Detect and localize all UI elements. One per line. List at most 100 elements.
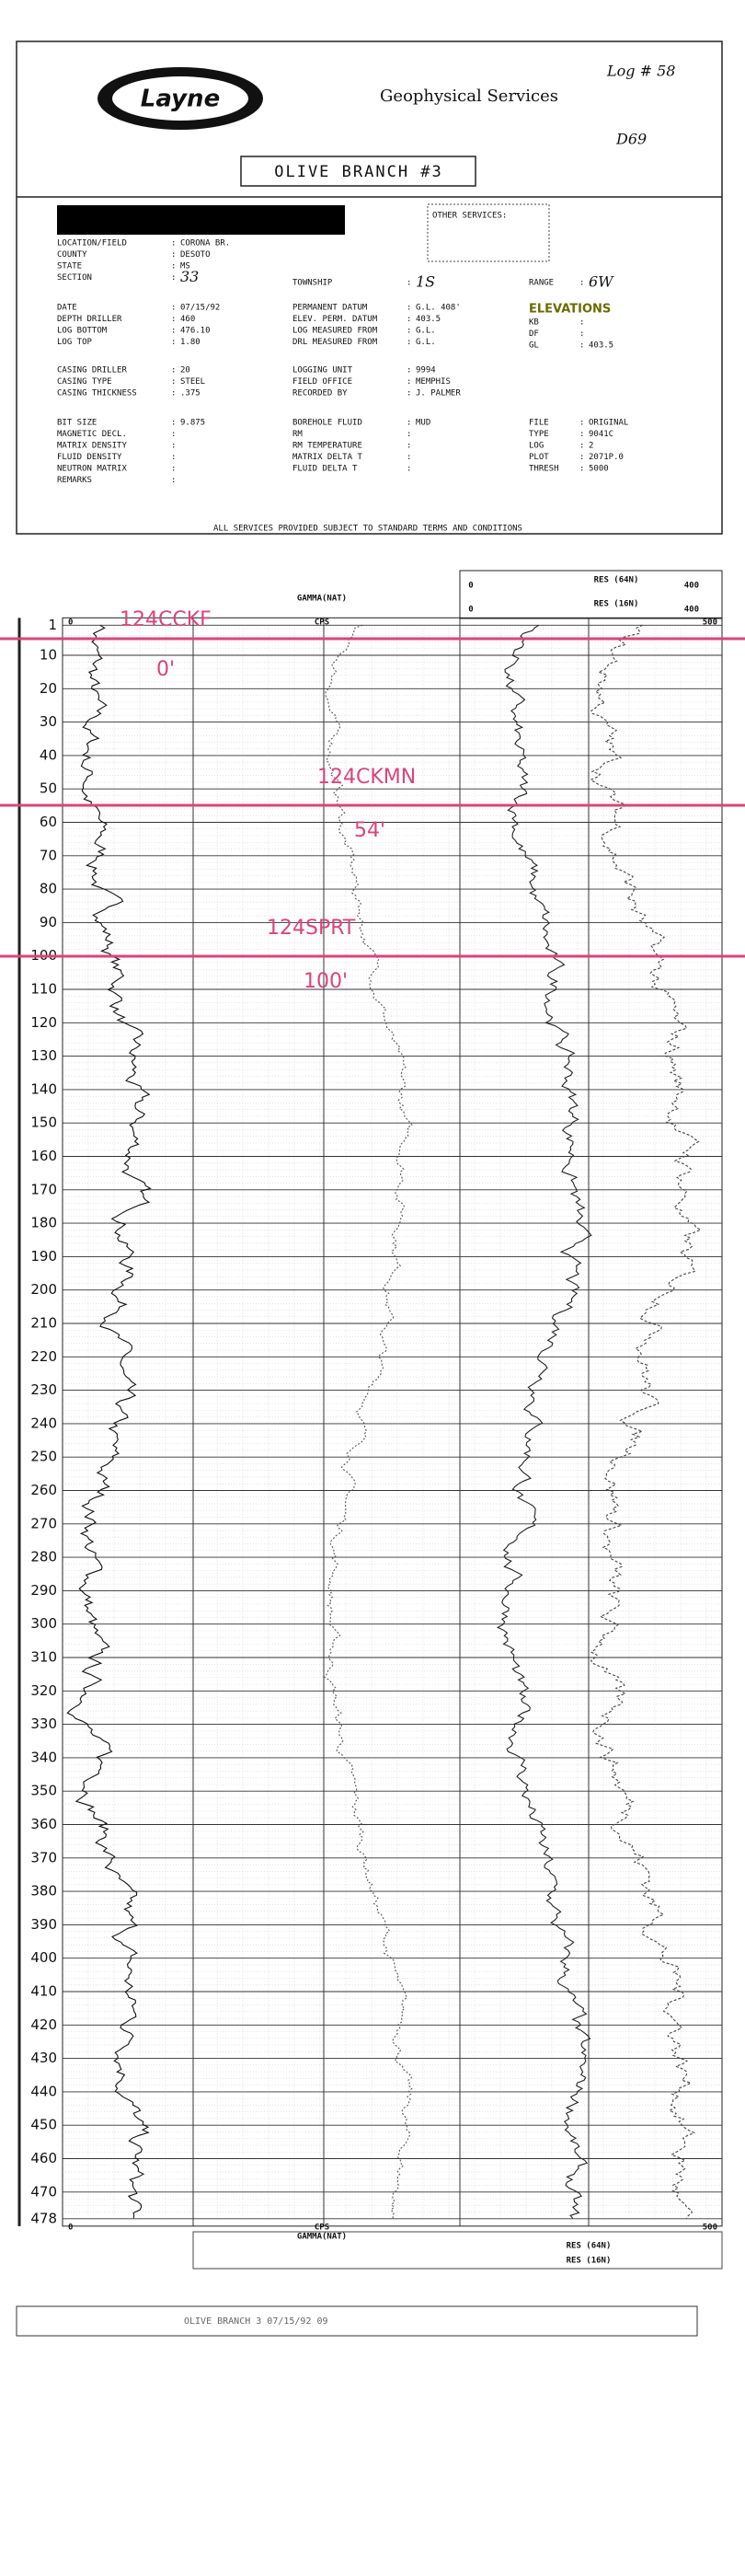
formation-depth: 100' [304, 970, 348, 993]
field-colon: : [407, 304, 411, 313]
depth-label: 340 [30, 1749, 57, 1765]
scale-label: RES (16N) [594, 600, 639, 609]
fields: LOCATION/FIELD: CORONA BR. COUNTY: DESOTO ST… [57, 239, 628, 486]
company: Geophysical Services [380, 87, 558, 106]
depth-label: 150 [30, 1115, 57, 1131]
depth-label: 470 [30, 2183, 57, 2200]
field-colon: : [407, 453, 411, 462]
file-code: D69 [615, 131, 647, 148]
field-value: .375 [180, 389, 201, 399]
field-colon: : [171, 304, 176, 313]
scale-label: 500 [703, 618, 717, 628]
field-value: 403.5 [416, 315, 441, 324]
scale-label: RES (16N) [567, 2257, 612, 2266]
field-colon: : [407, 327, 411, 336]
scale-label: GAMMA(NAT) [297, 2233, 347, 2242]
depth-label: 460 [30, 2150, 57, 2166]
field-colon: : [407, 279, 411, 288]
depth-label: 310 [30, 1649, 57, 1666]
field-label: RANGE [529, 279, 554, 288]
field-label: FILE [529, 419, 549, 428]
field-colon: : [407, 419, 411, 428]
field-value: CORONA BR. [180, 239, 230, 248]
formation-depth: 0' [156, 658, 175, 681]
field-value: 1.80 [180, 338, 201, 347]
field-label: NEUTRON MATRIX [57, 465, 127, 474]
field-colon: : [171, 476, 176, 485]
field-colon: : [407, 377, 411, 387]
field-value: 6W [589, 273, 614, 291]
field-label: ELEV. PERM. DATUM [292, 315, 378, 324]
field-label: RM TEMPERATURE [292, 442, 362, 451]
field-value: G.L. [416, 338, 436, 347]
formation-name: 124CCKF [120, 608, 212, 631]
depth-label: 400 [30, 1949, 57, 1966]
depth-label: 190 [30, 1248, 57, 1265]
depth-label: 210 [30, 1315, 57, 1332]
field-colon: : [171, 465, 176, 474]
depth-label: 170 [30, 1181, 57, 1197]
field-value: MEMPHIS [416, 377, 451, 387]
scale-label: 0 [468, 582, 473, 591]
log-curve [66, 624, 152, 2219]
formation-name: 124SPRT [267, 917, 356, 940]
field-colon: : [171, 442, 176, 451]
depth-label: 30 [40, 713, 57, 730]
depth-label: 370 [30, 1849, 57, 1866]
scale-label: 400 [684, 582, 699, 591]
depth-label: 350 [30, 1783, 57, 1799]
field-label: LOG TOP [57, 338, 93, 347]
field-label: TOWNSHIP [292, 279, 333, 288]
depth-label: 290 [30, 1582, 57, 1599]
field-value: 1S [416, 273, 435, 291]
field-label: FLUID DELTA T [292, 465, 358, 474]
log-curve [590, 624, 702, 2219]
field-colon: : [171, 250, 176, 260]
logo: Layne [141, 86, 220, 113]
field-value: MS [180, 262, 190, 271]
field-colon: : [579, 318, 584, 328]
depth-label: 260 [30, 1482, 57, 1498]
field-label: CASING THICKNESS [57, 389, 137, 399]
trailer: OLIVE BRANCH 3 07/15/92 09 [184, 2316, 328, 2327]
depth-label: 200 [30, 1281, 57, 1298]
field-label: LOGGING UNIT [292, 366, 353, 375]
scale-label: 0 [68, 618, 73, 628]
field-label: LOG [529, 442, 544, 451]
field-label: LOG BOTTOM [57, 327, 108, 336]
depth-label: 140 [30, 1080, 57, 1097]
field-value: MUD [416, 419, 430, 428]
log-curve [496, 624, 592, 2219]
field-label: DEPTH DRILLER [57, 315, 122, 324]
depth-label: 300 [30, 1615, 57, 1632]
field-colon: : [407, 465, 411, 474]
field-value: STEEL [180, 377, 205, 387]
scale-label: CPS [315, 2224, 329, 2233]
depth-label: 380 [30, 1883, 57, 1900]
field-colon: : [171, 262, 176, 271]
field-colon: : [171, 239, 176, 248]
depth-label: 360 [30, 1816, 57, 1832]
field-value: 460 [180, 315, 195, 324]
scale-box [192, 2231, 723, 2270]
field-colon: : [171, 273, 176, 283]
depth-label: 50 [40, 780, 57, 797]
other-services: OTHER SERVICES: [432, 212, 507, 221]
depth-label: 10 [40, 647, 57, 664]
field-colon: : [579, 465, 584, 474]
depth-label: 60 [40, 814, 57, 830]
depth-label: 110 [30, 981, 57, 998]
formation-name: 124CKMN [317, 766, 416, 789]
elevations-title: ELEVATIONS [529, 303, 611, 317]
depth-label: 90 [40, 914, 57, 930]
field-colon: : [171, 419, 176, 428]
formation-depth: 54' [354, 819, 385, 842]
trailer-box [16, 2305, 698, 2337]
depth-label: 390 [30, 1916, 57, 1933]
field-colon: : [171, 315, 176, 324]
scale-label: 0 [68, 2224, 73, 2233]
depth-label: 240 [30, 1415, 57, 1431]
field-label: TYPE [529, 430, 549, 439]
field-value: G.L. 408' [416, 304, 461, 313]
